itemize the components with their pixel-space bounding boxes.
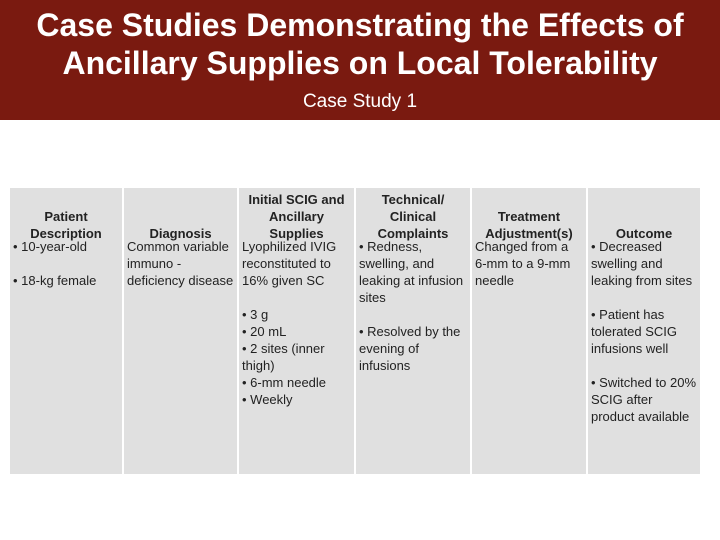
table-cell: • 10-year-old (13, 239, 87, 254)
column-header: Treatment Adjustment(s) (485, 209, 573, 241)
table-cell: Common variable immuno -deficiency disea… (127, 239, 234, 288)
column-header: Diagnosis (149, 226, 212, 241)
table-cell: Lyophilized IVIG reconstituted to 16% gi… (242, 239, 337, 288)
column-patient-description: Patient Description • 10-year-old • 18-k… (10, 188, 122, 474)
table-cell: Changed from a 6-mm to a 9-mm needle (475, 239, 571, 288)
table-cell: • Switched to 20% SCIG after product ava… (591, 375, 696, 424)
table-cell: • 3 g • 20 mL • 2 sites (inner thigh) • … (242, 307, 327, 407)
column-body: • Redness, swelling, and leaking at infu… (359, 238, 467, 374)
column-complaints: Technical/ Clinical Complaints • Redness… (356, 188, 470, 474)
case-study-table: Patient Description • 10-year-old • 18-k… (10, 188, 708, 474)
column-header: Outcome (615, 226, 673, 241)
column-body: Changed from a 6-mm to a 9-mm needle (475, 238, 583, 289)
table-cell: • Redness, swelling, and leaking at infu… (359, 239, 464, 305)
table-cell: • Patient has tolerated SCIG infusions w… (591, 307, 677, 356)
table-cell: • Resolved by the evening of infusions (359, 324, 461, 373)
table-cell: • Decreased swelling and leaking from si… (591, 239, 693, 288)
table-cell: • 18-kg female (13, 273, 97, 288)
column-header: Patient Description (30, 209, 102, 241)
slide-title: Case Studies Demonstrating the Effects o… (36, 7, 684, 81)
column-diagnosis: Diagnosis Common variable immuno -defici… (124, 188, 237, 474)
column-body: • 10-year-old • 18-kg female (13, 238, 119, 289)
column-initial-scig: Initial SCIG and Ancillary Supplies Lyop… (239, 188, 354, 474)
column-treatment-adjustments: Treatment Adjustment(s) Changed from a 6… (472, 188, 586, 474)
column-body: Common variable immuno -deficiency disea… (127, 238, 234, 289)
column-body: Lyophilized IVIG reconstituted to 16% gi… (242, 238, 351, 408)
column-outcome: Outcome • Decreased swelling and leaking… (588, 188, 700, 474)
column-body: • Decreased swelling and leaking from si… (591, 238, 697, 425)
title-banner: Case Studies Demonstrating the Effects o… (0, 0, 720, 120)
column-header: Technical/ Clinical Complaints (377, 192, 449, 241)
slide-subtitle: Case Study 1 (302, 91, 418, 112)
column-header: Initial SCIG and Ancillary Supplies (248, 192, 345, 241)
